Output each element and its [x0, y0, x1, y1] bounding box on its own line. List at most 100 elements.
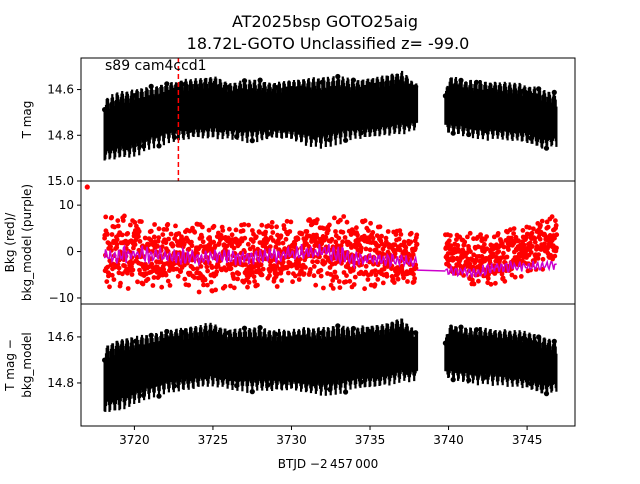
- bkg-point: [285, 264, 291, 270]
- bkg-point: [116, 265, 122, 271]
- bkg-point: [145, 276, 151, 282]
- bkg-point: [408, 239, 414, 245]
- bkg-point: [536, 252, 541, 257]
- bkg-point: [336, 235, 342, 241]
- bkg-point: [310, 259, 315, 265]
- bkg-point: [127, 222, 133, 228]
- bkg-point: [545, 224, 551, 230]
- bkg-point: [485, 276, 491, 281]
- bkg-point: [286, 270, 291, 276]
- bkg-point: [251, 274, 257, 280]
- bkg-point: [140, 281, 146, 287]
- y-tick-label: 14.8: [47, 128, 74, 142]
- x-tick-label: 3745: [512, 433, 543, 447]
- mag-point: [164, 81, 170, 87]
- bkg-point: [160, 232, 166, 238]
- bkg-point: [159, 284, 165, 290]
- bkg-point: [344, 273, 349, 278]
- bkg-point: [338, 217, 343, 223]
- bkg-point: [156, 226, 162, 232]
- y-tick-label: 14.6: [47, 330, 74, 344]
- bkg-point: [150, 283, 156, 288]
- bkg-point: [161, 267, 167, 272]
- bkg-point: [155, 243, 161, 249]
- bkg-point: [278, 233, 284, 239]
- bkg-point: [343, 279, 349, 285]
- bkg-point: [287, 229, 293, 234]
- bkg-point: [189, 243, 195, 249]
- bkg-point: [253, 234, 259, 240]
- bkg-point: [149, 261, 155, 267]
- bkg-point: [465, 234, 470, 240]
- model-line-segment: [417, 269, 446, 272]
- bkg-point: [377, 224, 383, 230]
- bkg-point: [532, 236, 538, 242]
- mag-point: [257, 77, 263, 83]
- bkg-outlier-point: [84, 184, 90, 190]
- bkg-point: [122, 213, 127, 219]
- bkg-point: [471, 281, 477, 287]
- bkg-point: [269, 224, 275, 230]
- bkg-point: [281, 226, 287, 232]
- bkg-point: [380, 280, 386, 286]
- bkg-point: [255, 282, 260, 288]
- bkg-point: [228, 283, 233, 289]
- bkg-point: [321, 285, 326, 291]
- bkg-point: [499, 271, 505, 277]
- bkg-point: [120, 218, 126, 223]
- bkg-point: [398, 232, 404, 237]
- bkg-point: [501, 250, 506, 256]
- panel-data: [102, 70, 558, 161]
- bkg-point: [283, 236, 289, 242]
- bkg-point: [199, 234, 205, 240]
- bkg-point: [532, 239, 538, 245]
- bkg-point: [501, 244, 507, 250]
- bkg-point: [205, 282, 210, 288]
- bkg-point: [368, 220, 373, 226]
- bkg-point: [175, 273, 181, 279]
- bkg-point: [228, 261, 234, 267]
- panel-data: [102, 318, 558, 412]
- bkg-point: [443, 245, 449, 250]
- bkg-point: [467, 230, 473, 236]
- bkg-point: [448, 243, 454, 249]
- bkg-point: [448, 233, 453, 238]
- mag-point: [156, 393, 162, 399]
- bkg-point: [276, 241, 282, 246]
- bkg-point: [301, 271, 307, 276]
- y-axis-label: Bkg (red)/: [3, 212, 17, 273]
- y-tick-label: 14.8: [47, 376, 74, 390]
- bkg-point: [382, 243, 388, 249]
- mag-point: [473, 79, 480, 85]
- x-tick-label: 3740: [433, 433, 464, 447]
- mag-point: [473, 327, 480, 333]
- bkg-point: [164, 227, 170, 232]
- bkg-point: [211, 223, 217, 229]
- bkg-point: [484, 234, 489, 240]
- bkg-point: [250, 228, 255, 233]
- bkg-point: [224, 243, 230, 249]
- mag-point: [358, 130, 364, 136]
- bkg-point: [231, 285, 237, 291]
- bkg-point: [405, 279, 410, 284]
- mag-point: [249, 138, 255, 144]
- bkg-point: [486, 272, 491, 277]
- mag-point: [265, 382, 271, 388]
- bkg-point: [290, 279, 295, 285]
- mag-point: [350, 77, 356, 83]
- mag-point: [366, 328, 372, 334]
- bkg-point: [296, 277, 302, 282]
- bkg-point: [319, 241, 325, 247]
- bkg-point: [214, 269, 220, 275]
- panel-frame: [80, 303, 576, 427]
- bkg-point: [372, 268, 378, 273]
- bkg-point: [190, 266, 196, 272]
- bkg-point: [333, 239, 339, 245]
- bkg-point: [108, 244, 113, 250]
- mag-point: [543, 145, 550, 151]
- bkg-point: [401, 275, 406, 281]
- bkg-point: [163, 272, 169, 278]
- bkg-point: [267, 244, 273, 250]
- bkg-point: [241, 222, 247, 227]
- series-t-mag-bkg-model: [102, 318, 558, 412]
